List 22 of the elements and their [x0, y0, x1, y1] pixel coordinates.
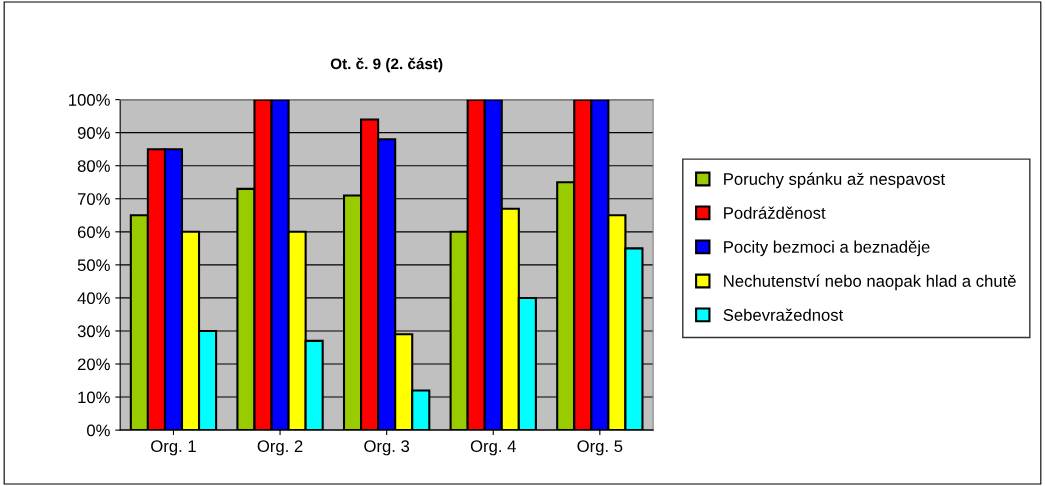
legend-label: Poruchy spánku až nespavost — [724, 172, 946, 189]
legend-label: Sebevražednost — [723, 308, 844, 321]
y-tick-label: 50% — [77, 259, 110, 272]
chart-title: Ot. č. 9 (2. část) — [330, 57, 443, 73]
y-tick-label: 70% — [77, 193, 110, 205]
y-tick-label: 10% — [78, 391, 110, 404]
x-tick-label: Org. 5 — [577, 440, 623, 456]
legend-label: Podrážděnost — [724, 206, 826, 219]
legend-label: Pocity bezmoci a beznaděje — [724, 240, 930, 257]
y-tick-label: 20% — [77, 358, 110, 371]
y-tick-label: 30% — [77, 325, 110, 338]
y-tick-label: 60% — [77, 226, 110, 239]
x-tick-label: Org. 2 — [257, 440, 303, 456]
x-tick-label: Org. 4 — [470, 440, 516, 456]
y-tick-label: 80% — [77, 160, 110, 172]
legend-label: Nechutenství nebo naopak hlad a chutě — [724, 274, 1016, 291]
y-tick-label: 100% — [69, 94, 110, 106]
y-tick-label: 0% — [87, 424, 110, 437]
x-tick-label: Org. 1 — [151, 440, 196, 456]
y-tick-label: 90% — [77, 127, 110, 139]
x-tick-label: Org. 3 — [364, 440, 410, 456]
y-tick-label: 40% — [77, 292, 110, 305]
